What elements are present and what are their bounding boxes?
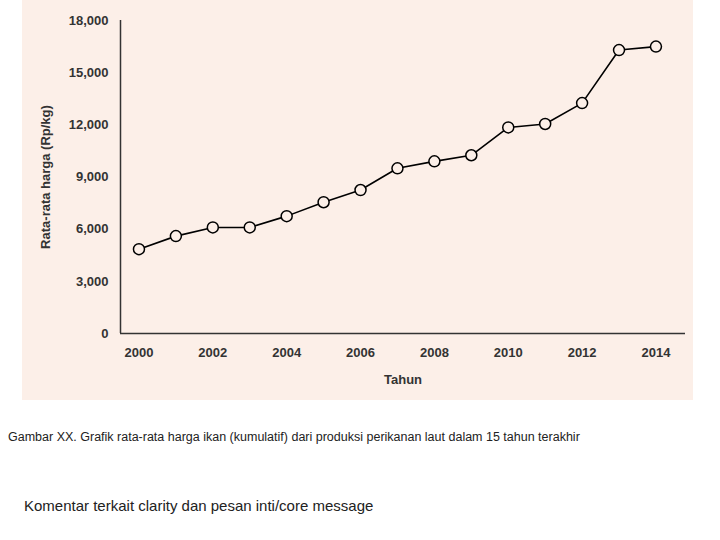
svg-text:2012: 2012: [568, 345, 597, 360]
svg-text:2014: 2014: [641, 345, 671, 360]
svg-text:Rata-rata harga (Rp/kg): Rata-rata harga (Rp/kg): [38, 105, 53, 249]
svg-text:Tahun: Tahun: [384, 372, 422, 387]
html-text:Komentar terkait clarity dan p: Komentar terkait clarity dan pesan inti/…: [24, 497, 374, 514]
svg-text:2000: 2000: [125, 345, 154, 360]
svg-text:2010: 2010: [494, 345, 523, 360]
svg-text:2006: 2006: [346, 345, 375, 360]
svg-text:15,000: 15,000: [69, 65, 109, 80]
svg-text:2004: 2004: [272, 345, 302, 360]
svg-text:12,000: 12,000: [69, 117, 109, 132]
html-text:Gambar XX. Grafik rata-rata ha: Gambar XX. Grafik rata-rata harga ikan (…: [8, 430, 580, 444]
svg-text:18,000: 18,000: [69, 13, 109, 28]
svg-text:2002: 2002: [198, 345, 227, 360]
svg-text:0: 0: [101, 326, 108, 341]
svg-text:9,000: 9,000: [76, 169, 109, 184]
svg-text:6,000: 6,000: [76, 221, 109, 236]
svg-text:3,000: 3,000: [76, 273, 109, 288]
svg-text:2008: 2008: [420, 345, 449, 360]
